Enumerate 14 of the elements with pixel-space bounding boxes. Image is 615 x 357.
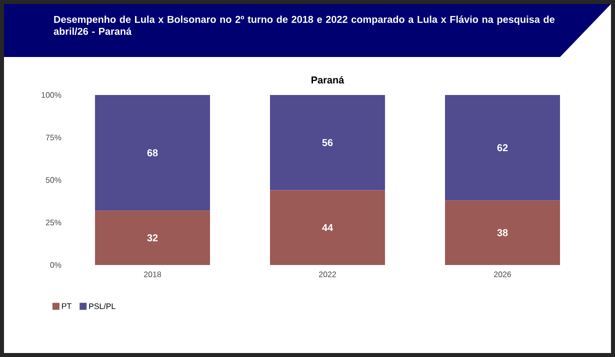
data-label: 68	[147, 149, 158, 156]
bar	[95, 210, 210, 265]
bar	[445, 94, 560, 200]
data-label: 32	[147, 234, 158, 242]
chart-title: Desempenho de Lula x Bolsonaro no 2º turno de 2018 e 2022 comparado a Lula x Flávio na pesquisa de abril/26 - Paraná	[54, 16, 555, 35]
chart-subtitle: Paraná	[312, 76, 344, 84]
data-label: 38	[497, 229, 508, 236]
bar	[95, 94, 210, 211]
data-label: 56	[322, 139, 333, 146]
bar	[445, 200, 560, 265]
bar	[270, 190, 386, 265]
data-label: 62	[497, 144, 508, 152]
data-label: 44	[322, 224, 333, 232]
bar	[270, 94, 386, 190]
